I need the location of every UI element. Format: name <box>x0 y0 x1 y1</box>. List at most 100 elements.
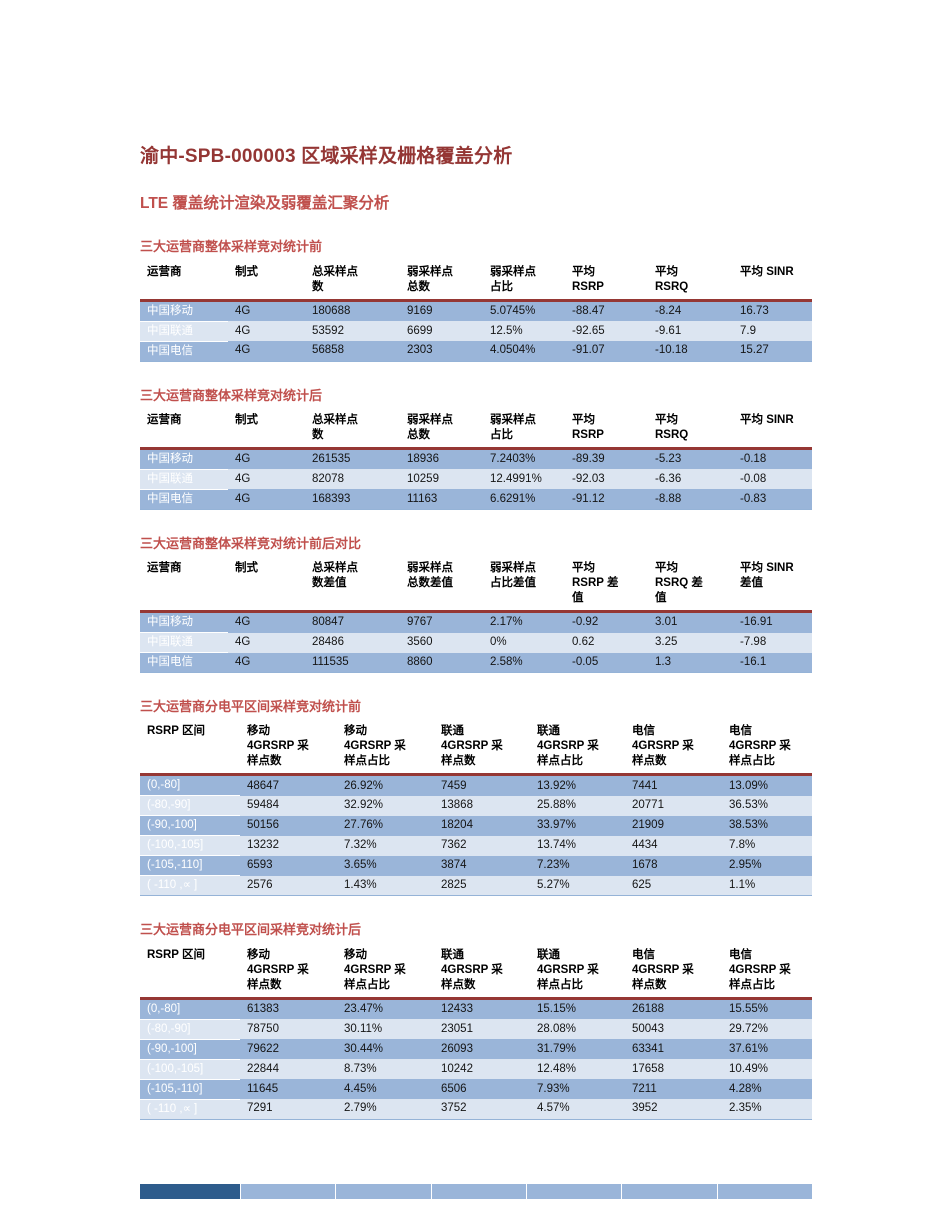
data-cell: 8.73% <box>337 1059 434 1080</box>
data-cell: 4G <box>228 321 305 342</box>
rsrp-band-after-table: RSRP 区间 移动 4GRSRP 采 样点数 移动 4GRSRP 采 样点占比 联通… <box>140 944 812 1120</box>
data-cell: -92.65 <box>565 321 648 342</box>
data-cell: 27.76% <box>337 815 434 836</box>
row-header-cell: 中国移动 <box>140 448 228 470</box>
column-header: 平均 RSRP <box>565 409 648 450</box>
table-row: (-100,-105] 22844 8.73% 10242 12.48% 17658 10.… <box>140 1058 812 1080</box>
data-cell: 4.45% <box>337 1079 434 1100</box>
row-header-cell: 中国电信 <box>140 340 228 362</box>
data-cell: 32.92% <box>337 795 434 816</box>
data-cell: 7.32% <box>337 835 434 856</box>
data-cell: 18204 <box>434 815 530 836</box>
data-cell: 7291 <box>240 1099 337 1120</box>
column-header: 制式 <box>228 261 305 302</box>
data-cell: 7.9 <box>733 321 812 342</box>
data-cell: -0.08 <box>733 469 812 490</box>
section-overall-diff: 三大运营商整体采样竞对统计前后对比 运营商 制式 总采样点 数差值 弱采样点 总数差值… <box>140 536 812 674</box>
header-row: 运营商 制式 总采样点 数弱采样点 总数 弱采样点 占比 平均 RSRP 平均 RSRQ 平… <box>140 261 812 302</box>
row-header-cell: 中国联通 <box>140 468 228 490</box>
data-cell: 4G <box>228 341 305 362</box>
data-cell: 15.27 <box>733 341 812 362</box>
data-cell: 2.35% <box>722 1099 812 1120</box>
table-row: (0,-80] 61383 23.47% 12433 15.15% 26188 15.55% <box>140 998 812 1020</box>
table-row: 中国联通 4G 82078 10259 12.4991% -92.03 -6.36 -0.08 <box>140 468 812 490</box>
column-header: 电信 4GRSRP 采 样点数 <box>625 721 722 777</box>
row-header-cell: (-100,-105] <box>140 1058 240 1080</box>
overall-diff-table: 运营商 制式 总采样点 数差值 弱采样点 总数差值 弱采样点 占比差值 平均 RSRP 差… <box>140 558 812 674</box>
section-heading: 三大运营商分电平区间采样竞对统计前 <box>140 699 362 715</box>
row-header-cell: 中国电信 <box>140 488 228 510</box>
data-cell: 168393 <box>305 489 400 510</box>
data-cell: 17658 <box>625 1059 722 1080</box>
column-header: 移动 4GRSRP 采 样点占比 <box>337 721 434 777</box>
data-cell: 80847 <box>305 611 400 633</box>
data-cell: 4G <box>228 300 305 322</box>
section-rsrp-band-after: 三大运营商分电平区间采样竞对统计后 RSRP 区间 移动 4GRSRP 采 样点数… <box>140 922 812 1120</box>
column-header: 联通 4GRSRP 采 样点占比 <box>530 944 625 1000</box>
data-cell: 4.28% <box>722 1079 812 1100</box>
table-row: 中国电信 4G 168393 11163 6.6291% -91.12 -8.88 -0.83 <box>140 488 812 510</box>
data-cell: 4G <box>228 632 305 653</box>
data-cell: 9767 <box>400 611 483 633</box>
data-cell: 4G <box>228 611 305 633</box>
data-cell: 261535 <box>305 448 400 470</box>
data-cell: 50156 <box>240 815 337 836</box>
data-cell: 4434 <box>625 835 722 856</box>
column-header: RSRP 区间 <box>140 944 240 1000</box>
data-cell: 56858 <box>305 341 400 362</box>
data-cell: 3952 <box>625 1099 722 1120</box>
partial-row-header-cell <box>140 1184 240 1199</box>
report-content: 渝中-SPB-000003 区域采样及栅格覆盖分析 LTE 覆盖统计渲染及弱覆盖… <box>140 146 812 1120</box>
data-cell: 12.48% <box>530 1059 625 1080</box>
next-table-partial-row <box>140 1184 812 1199</box>
data-cell: 12.4991% <box>483 469 565 490</box>
column-header: 弱采样点 总数 <box>400 409 483 450</box>
data-cell: 30.44% <box>337 1039 434 1060</box>
data-cell: 50043 <box>625 1019 722 1040</box>
page-subtitle: LTE 覆盖统计渲染及弱覆盖汇聚分析 <box>140 194 390 212</box>
column-header: 运营商 <box>140 409 228 450</box>
rsrp-band-before-table: RSRP 区间 移动 4GRSRP 采 样点数 移动 4GRSRP 采 样点占比 联通… <box>140 721 812 897</box>
column-header: 平均 RSRP <box>565 261 648 302</box>
column-header: RSRP 区间 <box>140 721 240 777</box>
column-header: 弱采样点 占比差值 <box>483 558 565 614</box>
table-row: ( -110 ,∝ ] 2576 1.43% 2825 5.27% 625 1.1% <box>140 875 812 896</box>
header-row: RSRP 区间 移动 4GRSRP 采 样点数 移动 4GRSRP 采 样点占比 联通… <box>140 721 812 777</box>
data-cell: 13.92% <box>530 774 625 796</box>
column-header: 平均 RSRP 差 值 <box>565 558 648 614</box>
data-cell: -5.23 <box>648 448 733 470</box>
table-row: 中国电信 4G 56858 2303 4.0504% -91.07 -10.18 15.27 <box>140 340 812 362</box>
row-header-cell: 中国移动 <box>140 611 228 633</box>
data-cell: -8.88 <box>648 489 733 510</box>
data-cell: 18936 <box>400 448 483 470</box>
row-header-cell: (0,-80] <box>140 774 240 796</box>
page-title: 渝中-SPB-000003 区域采样及栅格覆盖分析 <box>140 146 513 167</box>
column-header: 移动 4GRSRP 采 样点占比 <box>337 944 434 1000</box>
data-cell: -0.92 <box>565 611 648 633</box>
data-cell: -16.91 <box>733 611 812 633</box>
data-cell: 2576 <box>240 875 337 896</box>
data-cell: 5.27% <box>530 875 625 896</box>
data-cell: 7459 <box>434 774 530 796</box>
table-row: 中国联通 4G 28486 3560 0% 0.62 3.25 -7.98 <box>140 632 812 653</box>
column-header: 弱采样点 总数 <box>400 261 483 302</box>
data-cell: -91.12 <box>565 489 648 510</box>
data-cell: 12.5% <box>483 321 565 342</box>
data-cell: 28.08% <box>530 1019 625 1040</box>
data-cell: 4G <box>228 652 305 673</box>
data-cell: 13868 <box>434 795 530 816</box>
data-cell: 20771 <box>625 795 722 816</box>
data-cell: 7.2403% <box>483 448 565 470</box>
data-cell: 2.79% <box>337 1099 434 1120</box>
data-cell: 4.57% <box>530 1099 625 1120</box>
data-cell: -0.18 <box>733 448 812 470</box>
table-row: (-90,-100] 79622 30.44% 26093 31.79% 63341 37.… <box>140 1038 812 1060</box>
data-cell: 2825 <box>434 875 530 896</box>
data-cell: 8860 <box>400 652 483 673</box>
data-cell: -7.98 <box>733 632 812 653</box>
table-row: ( -110 ,∝ ] 7291 2.79% 3752 4.57% 3952 2.35% <box>140 1098 812 1120</box>
column-header: 平均 RSRQ 差 值 <box>648 558 733 614</box>
row-header-cell: (-105,-110] <box>140 855 240 876</box>
data-cell: 13.09% <box>722 774 812 796</box>
